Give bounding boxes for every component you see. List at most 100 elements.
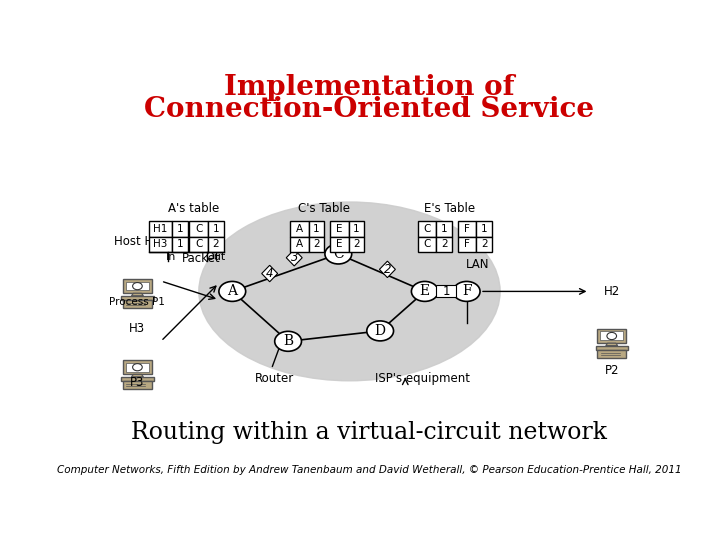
Text: H3: H3 (130, 322, 145, 335)
FancyBboxPatch shape (477, 237, 492, 252)
Text: Packet: Packet (182, 252, 221, 265)
FancyBboxPatch shape (122, 381, 152, 389)
Text: B: B (283, 334, 293, 348)
Text: In: In (166, 252, 176, 262)
FancyBboxPatch shape (126, 362, 149, 372)
Text: 2: 2 (212, 239, 219, 249)
FancyBboxPatch shape (348, 237, 364, 252)
Text: 3: 3 (290, 251, 298, 264)
Text: Process P1: Process P1 (109, 297, 166, 307)
FancyBboxPatch shape (597, 329, 626, 343)
Ellipse shape (199, 202, 500, 381)
FancyBboxPatch shape (436, 221, 452, 237)
Circle shape (132, 282, 143, 290)
FancyBboxPatch shape (289, 237, 308, 252)
Text: C: C (195, 224, 202, 234)
FancyBboxPatch shape (436, 237, 452, 252)
Text: 1: 1 (313, 224, 320, 234)
Text: D: D (374, 324, 386, 338)
Text: C: C (423, 239, 431, 249)
Text: 1: 1 (212, 224, 219, 234)
Text: 2: 2 (313, 239, 320, 249)
FancyBboxPatch shape (348, 221, 364, 237)
Text: 2: 2 (441, 239, 447, 249)
Text: F: F (464, 239, 470, 249)
FancyBboxPatch shape (436, 286, 456, 298)
Circle shape (411, 281, 438, 301)
Text: 1: 1 (442, 285, 450, 298)
Text: P3: P3 (130, 376, 145, 389)
Text: C's Table: C's Table (298, 202, 351, 215)
Text: H2: H2 (603, 285, 620, 298)
Text: E's Table: E's Table (424, 202, 475, 215)
FancyBboxPatch shape (172, 237, 188, 252)
FancyBboxPatch shape (458, 237, 477, 252)
Circle shape (219, 281, 246, 301)
Text: 1: 1 (441, 224, 447, 234)
Text: Router: Router (255, 372, 294, 385)
FancyBboxPatch shape (122, 296, 153, 300)
FancyBboxPatch shape (330, 237, 348, 252)
Text: 1: 1 (176, 239, 183, 249)
Text: F: F (464, 224, 470, 234)
Text: Host H1: Host H1 (114, 235, 161, 248)
Polygon shape (261, 265, 278, 282)
Text: Connection-Oriented Service: Connection-Oriented Service (144, 96, 594, 123)
FancyBboxPatch shape (208, 237, 224, 252)
Polygon shape (287, 249, 302, 266)
FancyBboxPatch shape (189, 221, 208, 237)
Text: P2: P2 (605, 364, 619, 377)
Text: LAN: LAN (466, 258, 490, 271)
Text: A: A (296, 239, 302, 249)
FancyBboxPatch shape (597, 350, 626, 357)
FancyBboxPatch shape (189, 237, 208, 252)
Text: A: A (296, 224, 302, 234)
FancyBboxPatch shape (148, 221, 172, 237)
Circle shape (366, 321, 394, 341)
Text: 2: 2 (384, 263, 391, 276)
FancyBboxPatch shape (595, 346, 628, 350)
Text: E: E (336, 239, 343, 249)
Text: Out: Out (205, 252, 225, 262)
FancyBboxPatch shape (418, 221, 436, 237)
Circle shape (607, 333, 616, 340)
FancyBboxPatch shape (208, 221, 224, 237)
Text: 2: 2 (481, 239, 487, 249)
Text: 1: 1 (354, 224, 360, 234)
Circle shape (132, 363, 143, 371)
FancyBboxPatch shape (308, 221, 324, 237)
Circle shape (275, 332, 302, 352)
Text: H1: H1 (153, 224, 168, 234)
Text: Routing within a virtual-circuit network: Routing within a virtual-circuit network (131, 421, 607, 444)
Text: C: C (195, 239, 202, 249)
FancyBboxPatch shape (458, 221, 477, 237)
Text: 1: 1 (176, 224, 183, 234)
Text: Implementation of: Implementation of (224, 74, 514, 101)
FancyBboxPatch shape (172, 221, 188, 237)
FancyBboxPatch shape (122, 300, 152, 308)
Polygon shape (606, 343, 618, 346)
FancyBboxPatch shape (600, 332, 624, 340)
Text: Computer Networks, Fifth Edition by Andrew Tanenbaum and David Wetherall, © Pear: Computer Networks, Fifth Edition by Andr… (57, 465, 681, 475)
FancyBboxPatch shape (148, 237, 172, 252)
Text: C: C (333, 247, 343, 261)
Text: E: E (420, 285, 430, 299)
Text: 4: 4 (266, 267, 274, 280)
Text: H3: H3 (153, 239, 168, 249)
Polygon shape (132, 293, 143, 296)
FancyBboxPatch shape (126, 281, 149, 291)
Text: ISP's equipment: ISP's equipment (374, 372, 469, 385)
Text: E: E (336, 224, 343, 234)
Text: 2: 2 (354, 239, 360, 249)
Text: A: A (228, 285, 238, 299)
Circle shape (454, 281, 480, 301)
FancyBboxPatch shape (122, 279, 152, 293)
Polygon shape (379, 261, 395, 278)
FancyBboxPatch shape (477, 221, 492, 237)
Text: C: C (423, 224, 431, 234)
Text: 1: 1 (481, 224, 487, 234)
FancyBboxPatch shape (308, 237, 324, 252)
Text: A's table: A's table (168, 202, 219, 215)
FancyBboxPatch shape (122, 360, 152, 374)
Text: F: F (462, 285, 472, 299)
